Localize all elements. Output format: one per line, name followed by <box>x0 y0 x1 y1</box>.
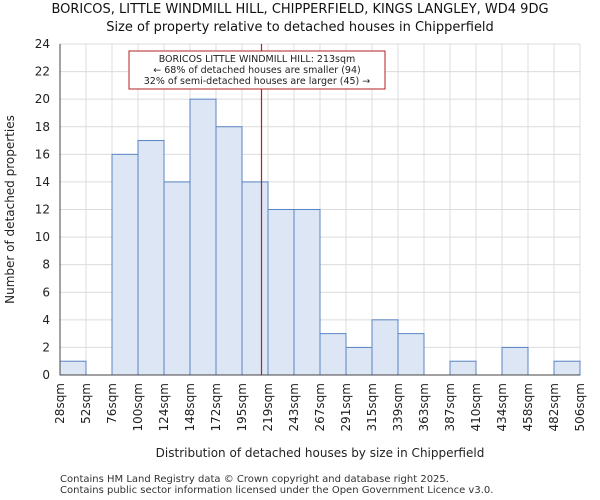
y-tick-label: 8 <box>42 258 50 272</box>
histogram-bar <box>163 181 191 376</box>
histogram-bar <box>345 346 373 376</box>
y-tick-label: 0 <box>42 368 50 382</box>
histogram-bar <box>137 140 165 376</box>
x-tick-label: 387sqm <box>443 383 457 431</box>
histogram-bar <box>189 98 217 376</box>
histogram-bar <box>59 360 87 376</box>
chart-subtitle: Size of property relative to detached ho… <box>106 20 494 35</box>
histogram-bar <box>449 360 477 376</box>
histogram-bar <box>111 153 139 376</box>
x-tick-label: 243sqm <box>287 383 301 431</box>
histogram-bar <box>241 181 269 376</box>
x-tick-label: 267sqm <box>313 383 327 431</box>
x-tick-label: 172sqm <box>209 383 223 431</box>
x-axis-label: Distribution of detached houses by size … <box>156 446 485 460</box>
histogram-bar <box>501 346 529 376</box>
x-tick-label: 52sqm <box>79 383 93 424</box>
x-tick-label: 195sqm <box>235 383 249 431</box>
x-tick-label: 291sqm <box>339 383 353 431</box>
chart-title: BORICOS, LITTLE WINDMILL HILL, CHIPPERFI… <box>51 2 549 17</box>
x-tick-label: 315sqm <box>365 383 379 431</box>
y-tick-label: 16 <box>35 147 50 161</box>
y-tick-label: 22 <box>35 65 50 79</box>
y-tick-label: 18 <box>35 120 50 134</box>
histogram-bar <box>371 319 399 376</box>
histogram-bar <box>215 126 243 376</box>
x-tick-label: 28sqm <box>53 383 67 424</box>
x-tick-label: 506sqm <box>573 383 587 431</box>
y-tick-label: 20 <box>35 92 50 106</box>
x-tick-label: 148sqm <box>183 383 197 431</box>
y-tick-label: 4 <box>42 313 50 327</box>
annotation-line: 32% of semi-detached houses are larger (… <box>144 76 371 87</box>
y-tick-label: 2 <box>42 340 50 354</box>
x-tick-label: 434sqm <box>495 383 509 431</box>
x-tick-label: 482sqm <box>547 383 561 431</box>
footer-copyright: Contains HM Land Registry data © Crown c… <box>60 474 449 485</box>
histogram-bar <box>553 360 581 376</box>
x-tick-label: 100sqm <box>131 383 145 431</box>
x-tick-label: 76sqm <box>105 383 119 424</box>
x-tick-label: 458sqm <box>521 383 535 431</box>
x-tick-label: 124sqm <box>157 383 171 431</box>
y-tick-label: 12 <box>35 203 50 217</box>
histogram-bar <box>319 333 347 376</box>
histogram-bar <box>293 209 321 376</box>
annotation-box <box>128 50 386 90</box>
histogram-bar <box>397 333 425 376</box>
x-tick-label: 410sqm <box>469 383 483 431</box>
footer-licence: Contains public sector information licen… <box>60 485 494 496</box>
x-tick-label: 363sqm <box>417 383 431 431</box>
y-tick-label: 6 <box>42 285 50 299</box>
y-axis-label: Number of detached properties <box>3 115 17 304</box>
annotation-line: BORICOS LITTLE WINDMILL HILL: 213sqm <box>159 54 356 65</box>
y-tick-label: 24 <box>35 37 50 51</box>
y-tick-label: 14 <box>35 175 50 189</box>
x-tick-label: 339sqm <box>391 383 405 431</box>
histogram-bar <box>267 209 295 376</box>
annotation-line: ← 68% of detached houses are smaller (94… <box>153 65 360 76</box>
y-tick-label: 10 <box>35 230 50 244</box>
x-tick-label: 219sqm <box>261 383 275 431</box>
